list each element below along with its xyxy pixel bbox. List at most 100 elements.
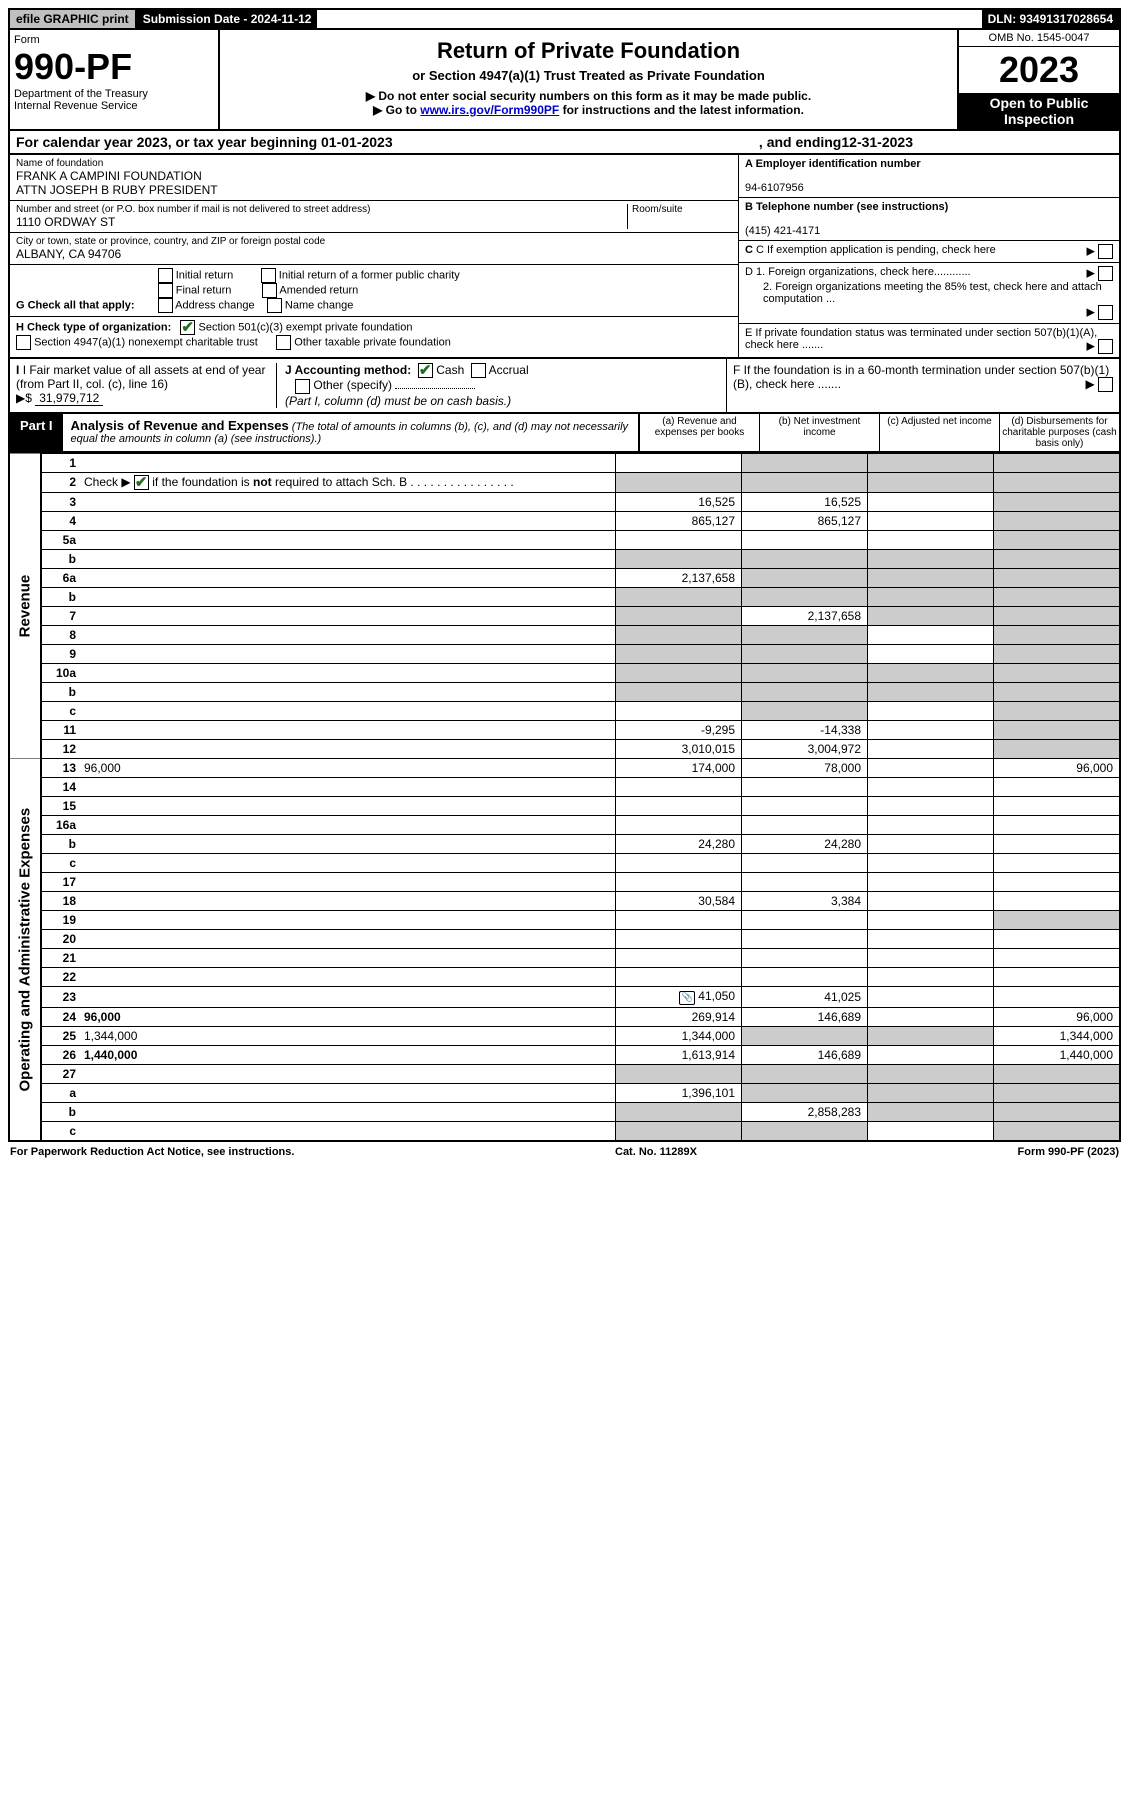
cell-d: [994, 587, 1121, 606]
table-row: 6a2,137,658: [9, 568, 1120, 587]
cash-checkbox[interactable]: [418, 363, 433, 378]
table-row: b2,858,283: [9, 1102, 1120, 1121]
501c3-checkbox[interactable]: [180, 320, 195, 335]
efile-print-button[interactable]: efile GRAPHIC print: [10, 10, 137, 28]
address-cell: Number and street (or P.O. box number if…: [10, 201, 738, 233]
line-description: [80, 682, 616, 701]
table-row: 123,010,0153,004,972: [9, 739, 1120, 758]
name-change-checkbox[interactable]: [267, 298, 282, 313]
4947-checkbox[interactable]: [16, 335, 31, 350]
line-description: [80, 530, 616, 549]
cell-b: 3,384: [742, 891, 868, 910]
cell-d: [994, 967, 1121, 986]
line-number: 13: [41, 758, 80, 777]
instruction-2: ▶ Go to www.irs.gov/Form990PF for instru…: [230, 103, 947, 117]
table-row: 1830,5843,384: [9, 891, 1120, 910]
cell-a: 1,344,000: [616, 1026, 742, 1045]
c-checkbox[interactable]: [1098, 244, 1113, 259]
e-terminated-cell: E If private foundation status was termi…: [739, 324, 1119, 357]
e-checkbox[interactable]: [1098, 339, 1113, 354]
line-number: 3: [41, 492, 80, 511]
cell-c: [868, 815, 994, 834]
table-row: 261,440,0001,613,914146,6891,440,000: [9, 1045, 1120, 1064]
cell-c: [868, 587, 994, 606]
line-description: [80, 1121, 616, 1141]
ein-cell: A Employer identification number 94-6107…: [739, 155, 1119, 198]
address-change-checkbox[interactable]: [158, 298, 173, 313]
cell-d: [994, 453, 1121, 472]
year-block: OMB No. 1545-0047 2023 Open to PublicIns…: [957, 30, 1119, 129]
form-ref: Form 990-PF (2023): [1018, 1146, 1119, 1158]
page-footer: For Paperwork Reduction Act Notice, see …: [8, 1142, 1121, 1162]
cell-a: [616, 644, 742, 663]
cell-b: 78,000: [742, 758, 868, 777]
line-description: 96,000: [80, 758, 616, 777]
other-taxable-checkbox[interactable]: [276, 335, 291, 350]
fmv-value: 31,979,712: [35, 391, 103, 406]
line-description: [80, 511, 616, 530]
line-description: [80, 625, 616, 644]
dept-treasury: Department of the Treasury: [14, 88, 214, 100]
cell-c: [868, 1064, 994, 1083]
cell-a: 269,914: [616, 1007, 742, 1026]
table-row: 10a: [9, 663, 1120, 682]
initial-return-checkbox[interactable]: [158, 268, 173, 283]
cell-c: [868, 549, 994, 568]
line-description: [80, 891, 616, 910]
cell-d: [994, 606, 1121, 625]
cell-d: [994, 492, 1121, 511]
cell-d: [994, 986, 1121, 1007]
form-number: 990-PF: [14, 46, 214, 88]
table-row: 27: [9, 1064, 1120, 1083]
cell-a: [616, 796, 742, 815]
initial-former-checkbox[interactable]: [261, 268, 276, 283]
cell-d: [994, 739, 1121, 758]
line-description: [80, 777, 616, 796]
table-row: 11-9,295-14,338: [9, 720, 1120, 739]
line-number: 16a: [41, 815, 80, 834]
d-foreign-cell: D 1. Foreign organizations, check here..…: [739, 263, 1119, 324]
table-row: 15: [9, 796, 1120, 815]
table-row: 16a: [9, 815, 1120, 834]
sch-b-checkbox[interactable]: [134, 475, 149, 490]
line-description: [80, 796, 616, 815]
cat-number: Cat. No. 11289X: [615, 1146, 697, 1158]
omb-number: OMB No. 1545-0047: [959, 30, 1119, 47]
section-label: Revenue: [9, 453, 41, 758]
cell-a: 1,396,101: [616, 1083, 742, 1102]
table-row: 5a: [9, 530, 1120, 549]
cell-c: [868, 568, 994, 587]
cell-b: [742, 1064, 868, 1083]
line-number: 12: [41, 739, 80, 758]
d2-checkbox[interactable]: [1098, 305, 1113, 320]
accrual-checkbox[interactable]: [471, 363, 486, 378]
d1-checkbox[interactable]: [1098, 266, 1113, 281]
cell-a: [616, 910, 742, 929]
cell-c: [868, 758, 994, 777]
cell-c: [868, 663, 994, 682]
cell-a: [616, 625, 742, 644]
cell-c: [868, 701, 994, 720]
table-row: c: [9, 701, 1120, 720]
final-return-checkbox[interactable]: [158, 283, 173, 298]
line-description: [80, 1102, 616, 1121]
line-number: b: [41, 682, 80, 701]
cell-d: [994, 682, 1121, 701]
line-description: [80, 1064, 616, 1083]
line-description: [80, 910, 616, 929]
attachment-icon[interactable]: 📎: [679, 991, 695, 1005]
analysis-table: Revenue12Check ▶ if the foundation is no…: [8, 453, 1121, 1142]
line-number: c: [41, 853, 80, 872]
cell-d: [994, 644, 1121, 663]
line-number: 20: [41, 929, 80, 948]
c-exemption-cell: C C If exemption application is pending,…: [739, 241, 1119, 263]
cell-a: [616, 701, 742, 720]
table-row: a1,396,101: [9, 1083, 1120, 1102]
other-method-checkbox[interactable]: [295, 379, 310, 394]
irs-form-link[interactable]: www.irs.gov/Form990PF: [420, 103, 559, 117]
cell-c: [868, 682, 994, 701]
line-description: [80, 587, 616, 606]
cell-a: 1,613,914: [616, 1045, 742, 1064]
amended-return-checkbox[interactable]: [262, 283, 277, 298]
f-checkbox[interactable]: [1098, 377, 1113, 392]
